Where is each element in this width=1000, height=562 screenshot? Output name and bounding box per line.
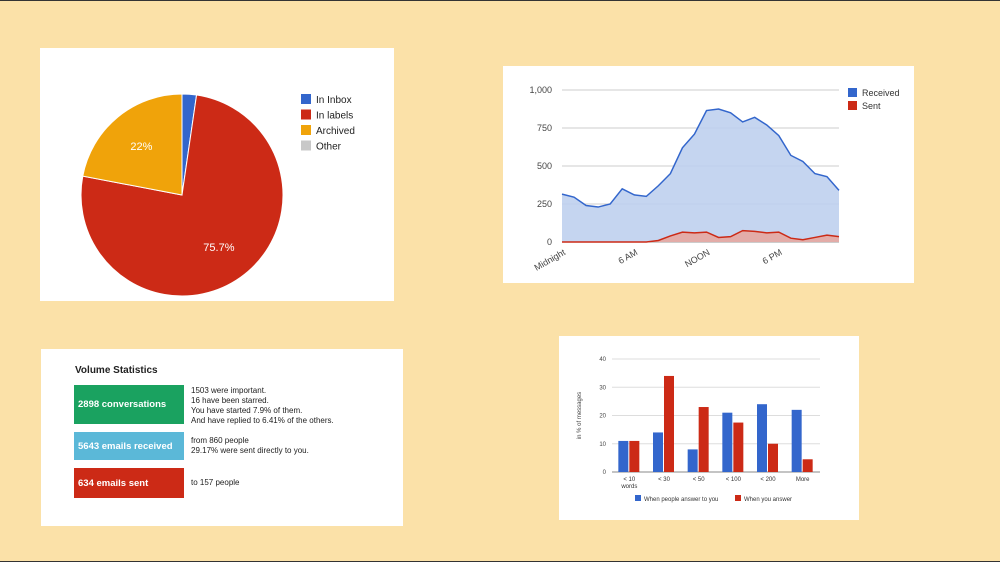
legend-label: Archived xyxy=(316,126,355,137)
emails-received-details: from 860 people 29.17% were sent directl… xyxy=(191,436,309,456)
detail-line: 1503 were important. xyxy=(191,386,267,395)
y-tick-label: 750 xyxy=(537,123,552,133)
legend-swatch xyxy=(301,125,311,135)
detail-line: And have replied to 6.41% of the others. xyxy=(191,416,334,425)
x-tick-label: < 30 xyxy=(658,477,671,483)
x-tick-label: words xyxy=(620,484,637,490)
bar xyxy=(722,412,733,472)
conversations-label: 2898 conversations xyxy=(78,399,167,410)
legend-swatch xyxy=(301,109,311,120)
volume-statistics-panel: Volume Statistics 2898 conversations 150… xyxy=(41,349,403,526)
y-tick-label: 40 xyxy=(599,357,606,363)
bar xyxy=(629,440,640,472)
x-tick-label: < 50 xyxy=(693,477,706,483)
y-tick-label: 20 xyxy=(599,414,606,420)
x-tick-label: < 100 xyxy=(726,477,742,483)
area-fill-sent xyxy=(562,230,839,242)
bar xyxy=(618,440,629,472)
y-tick-label: 500 xyxy=(537,161,552,171)
series-line-sent xyxy=(562,229,840,243)
y-axis-label: in % of messages xyxy=(577,392,583,439)
detail-line: You have started 7.9% of them. xyxy=(191,406,303,415)
legend-label: In Inbox xyxy=(316,95,352,106)
y-tick-label: 0 xyxy=(547,237,552,247)
y-tick-label: 250 xyxy=(537,199,552,209)
x-tick-label: 6 PM xyxy=(761,247,784,266)
y-tick-label: 1,000 xyxy=(529,85,552,95)
legend-swatch xyxy=(635,495,641,501)
bar-chart-panel: 0 10 20 30 40 in % of messages < 10 words < 30 < … xyxy=(559,336,859,520)
pie-data-label: 22% xyxy=(130,141,152,153)
top-border xyxy=(0,0,1000,1)
stats-title: Volume Statistics xyxy=(75,365,158,376)
y-tick-label: 0 xyxy=(603,470,607,476)
bar xyxy=(687,449,698,472)
x-tick-label: More xyxy=(796,477,810,483)
bar xyxy=(733,422,744,472)
x-tick-label: < 200 xyxy=(760,477,776,483)
emails-received-label: 5643 emails received xyxy=(78,440,173,452)
legend-label: In labels xyxy=(316,111,353,122)
legend-label: When you answer xyxy=(744,497,792,503)
area-chart-panel: 0 250 500 750 1,000 Midnight 6 AM NOON 6 PM Recei… xyxy=(503,66,914,283)
emails-received-box: 5643 emails received xyxy=(74,432,184,460)
legend-swatch xyxy=(301,94,311,104)
legend-label: Other xyxy=(316,142,342,153)
x-tick-label: < 10 xyxy=(623,477,636,483)
series-line-received xyxy=(561,108,840,208)
bar xyxy=(757,404,767,472)
area-fill-received xyxy=(562,109,839,242)
y-tick-label: 10 xyxy=(599,442,606,448)
pie-slice-archived xyxy=(82,93,183,196)
pie-data-label: 75.7% xyxy=(203,242,234,254)
detail-line: to 157 people xyxy=(191,478,240,487)
legend-label: Received xyxy=(862,88,900,98)
detail-line: from 860 people xyxy=(191,436,249,445)
pie-chart: 75.7% 22% In Inbox In labels Archived Other xyxy=(80,93,355,297)
detail-line: 29.17% were sent directly to you. xyxy=(191,446,309,455)
legend-label: Sent xyxy=(862,101,881,111)
legend-swatch xyxy=(848,88,857,97)
area-chart: 0 250 500 750 1,000 Midnight 6 AM NOON 6 PM Recei… xyxy=(529,85,900,273)
bar xyxy=(653,432,663,472)
y-tick-label: 30 xyxy=(599,385,606,391)
detail-line: 16 have been starred. xyxy=(191,396,269,405)
conversations-box: 2898 conversations xyxy=(74,385,184,424)
bar xyxy=(664,375,674,472)
bar xyxy=(791,409,802,472)
emails-sent-box: 634 emails sent xyxy=(74,468,184,498)
emails-sent-details: to 157 people xyxy=(191,478,240,488)
x-tick-label: Midnight xyxy=(533,247,568,273)
legend-swatch xyxy=(301,140,311,151)
legend-label: When people answer to you xyxy=(644,497,718,503)
conversations-details: 1503 were important. 16 have been starre… xyxy=(191,386,334,426)
emails-sent-label: 634 emails sent xyxy=(78,477,149,489)
bar xyxy=(768,443,778,472)
x-tick-label: 6 AM xyxy=(616,247,639,266)
pie-chart-panel: 75.7% 22% In Inbox In labels Archived Other xyxy=(40,48,394,301)
x-tick-label: NOON xyxy=(683,247,711,269)
bar xyxy=(802,459,813,472)
legend-swatch xyxy=(848,101,857,110)
legend-swatch xyxy=(735,495,741,501)
bar xyxy=(698,407,709,472)
